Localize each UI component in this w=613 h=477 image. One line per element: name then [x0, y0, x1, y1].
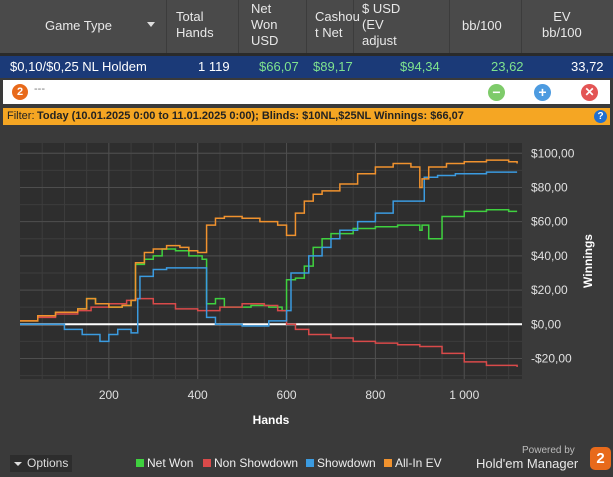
column-header-label: EV bb/100	[542, 9, 582, 40]
filter-label: Filter:	[7, 110, 35, 122]
x-axis-label: Hands	[253, 413, 290, 427]
graph-toolbar: 2 --- − + ✕	[3, 80, 610, 104]
column-header-net-won[interactable]: Net Won USD	[239, 0, 307, 53]
y-tick-label: $100,00	[531, 146, 575, 160]
close-button[interactable]: ✕	[581, 84, 598, 101]
column-header-label: Game Type	[45, 18, 112, 33]
header-divider	[0, 53, 613, 56]
legend-label: Showdown	[317, 456, 376, 470]
brand-footer: Powered by Hold'em Manager 2	[476, 445, 613, 472]
legend-label: Non Showdown	[214, 456, 299, 470]
legend-swatch	[306, 459, 314, 467]
hm2-logo-icon: 2	[12, 84, 28, 100]
y-tick-label: $60,00	[531, 215, 568, 229]
x-tick-label: 200	[99, 388, 119, 402]
cell-ev-bb100: 33,72	[571, 59, 604, 74]
y-tick-label: $20,00	[531, 283, 568, 297]
cell-bb100: 23,62	[491, 59, 524, 74]
cell-usd-ev: $94,34	[400, 59, 440, 74]
chart-svg: 200 400 600 800 1 000 $100,00 $80,00 $60,00 $40,…	[20, 143, 595, 427]
graph-title: ---	[34, 83, 45, 95]
x-tick-label: 600	[277, 388, 297, 402]
hm2-logo-icon: 2	[590, 447, 611, 470]
legend-swatch	[136, 459, 144, 467]
series-line-all-in-ev	[20, 159, 518, 322]
cell-total-hands: 1 119	[198, 59, 230, 74]
y-axis-label: Winnings	[581, 234, 595, 288]
legend-item-showdown[interactable]: Showdown	[306, 455, 376, 471]
add-button[interactable]: +	[534, 84, 551, 101]
cell-game-type: $0,10/$0,25 NL Holdem	[10, 59, 147, 74]
legend-item-non-showdown[interactable]: Non Showdown	[203, 455, 298, 471]
plot-area	[20, 143, 522, 379]
column-header-usd-ev[interactable]: $ USD (EV adjust	[354, 0, 450, 53]
y-tick-label: $0,00	[531, 317, 561, 331]
column-header-label: Total Hands	[176, 9, 214, 40]
legend-swatch	[203, 459, 211, 467]
filter-text: Today (10.01.2025 0:00 to 11.01.2025 0:0…	[37, 110, 464, 122]
column-header-game-type[interactable]: Game Type	[0, 0, 167, 53]
column-header-total-hands[interactable]: Total Hands	[167, 0, 239, 53]
brand-name: Hold'em Manager	[476, 456, 579, 471]
column-header-label: bb/100	[462, 18, 502, 33]
cell-cashout-net: $89,17	[313, 59, 353, 74]
options-label: Options	[27, 456, 69, 470]
table-row[interactable]: $0,10/$0,25 NL Holdem 1 119 $66,07 $89,1…	[0, 56, 613, 78]
legend-label: Net Won	[147, 456, 194, 470]
x-tick-label: 1 000	[449, 388, 479, 402]
options-button[interactable]: Options	[10, 455, 72, 472]
series-line-showdown	[20, 171, 518, 343]
y-tick-label: -$20,00	[531, 351, 572, 365]
legend-swatch	[384, 459, 392, 467]
minimize-button[interactable]: −	[488, 84, 505, 101]
chevron-down-icon	[14, 462, 22, 466]
filter-bar[interactable]: Filter: Today (10.01.2025 0:00 to 11.01.…	[3, 108, 610, 125]
cell-net-won: $66,07	[259, 59, 299, 74]
column-header-ev-bb100[interactable]: EV bb/100	[522, 0, 613, 53]
chevron-down-icon[interactable]	[147, 22, 155, 27]
x-tick-label: 800	[365, 388, 385, 402]
winnings-chart: 200 400 600 800 1 000 $100,00 $80,00 $60,00 $40,…	[0, 125, 613, 472]
column-header-cashout-net[interactable]: Cashou t Net	[307, 0, 360, 53]
x-tick-label: 400	[188, 388, 208, 402]
y-tick-label: $80,00	[531, 180, 568, 194]
legend-label: All-In EV	[395, 456, 442, 470]
help-icon[interactable]: ?	[594, 110, 607, 123]
legend-item-all-in-ev[interactable]: All-In EV	[384, 455, 442, 471]
column-header-label: Net Won USD	[251, 1, 279, 48]
column-header-bb100[interactable]: bb/100	[450, 0, 522, 53]
column-header-label: $ USD (EV adjust	[362, 1, 401, 48]
column-header-label: Cashou t Net	[315, 9, 360, 40]
legend-item-net-won[interactable]: Net Won	[136, 455, 193, 471]
powered-by-text: Powered by	[522, 445, 575, 456]
y-tick-label: $40,00	[531, 249, 568, 263]
series-line-non-showdown	[20, 297, 518, 368]
stats-table-header: Game Type Total Hands Net Won USD Cashou…	[0, 0, 613, 53]
